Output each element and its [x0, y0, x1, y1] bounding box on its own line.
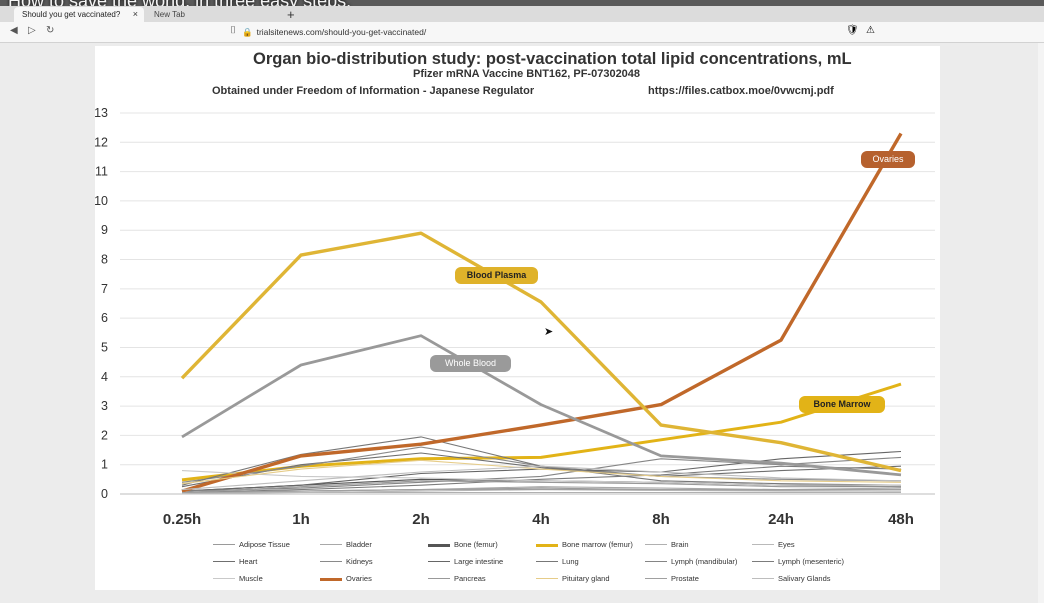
tab-new[interactable]: New Tab: [146, 7, 276, 22]
chart-subtitle: Pfizer mRNA Vaccine BNT162, PF-07302048: [413, 68, 641, 80]
y-tick-label: 8: [101, 253, 108, 267]
y-tick-label: 6: [101, 311, 108, 325]
reload-icon[interactable]: ↻: [46, 25, 55, 36]
series-line-heart: [181, 452, 902, 488]
legend-label: Salivary Glands: [778, 574, 831, 583]
series-line-whole-blood: [181, 334, 902, 477]
series-line-pituitary-gland: [181, 459, 902, 485]
legend-swatch: [752, 561, 774, 563]
callout-bone-marrow: Bone Marrow: [799, 396, 885, 413]
y-tick-label: 2: [101, 428, 108, 442]
legend-swatch: [645, 544, 667, 546]
forward-icon[interactable]: ▷: [28, 25, 36, 36]
tab-label: Should you get vaccinated?: [22, 10, 121, 19]
alert-extension-icon[interactable]: ⚠: [866, 25, 875, 36]
back-icon[interactable]: ◀: [10, 25, 18, 36]
series-line-salivary-glands: [181, 465, 902, 491]
x-tick-label: 8h: [652, 511, 670, 528]
address-bar[interactable]: 🔒 trialsitenews.com/should-you-get-vaccin…: [242, 25, 822, 39]
new-tab-button[interactable]: +: [287, 7, 295, 22]
callout-blood-plasma: Blood Plasma: [455, 267, 538, 284]
legend-label: Lymph (mesenteric): [778, 557, 844, 566]
legend-swatch: [320, 561, 342, 563]
legend-label: Kidneys: [346, 557, 373, 566]
legend-label: Brain: [671, 540, 689, 549]
y-tick-label: 3: [101, 399, 108, 413]
y-tick-label: 4: [101, 370, 108, 384]
legend-swatch: [536, 578, 558, 580]
legend-label: Heart: [239, 557, 258, 566]
legend-swatch: [428, 544, 450, 547]
legend-label: Muscle: [239, 574, 263, 583]
legend-swatch: [752, 544, 774, 546]
y-tick-label: 12: [94, 135, 108, 149]
series-line-blood-plasma: [180, 231, 902, 473]
x-tick-label: 2h: [412, 511, 430, 528]
x-tick-label: 24h: [768, 511, 794, 528]
legend-swatch: [320, 578, 342, 581]
legend-swatch: [752, 578, 774, 580]
legend-swatch: [645, 561, 667, 563]
y-tick-label: 10: [94, 194, 108, 208]
y-tick-label: 9: [101, 223, 108, 237]
callout-whole-blood: Whole Blood: [430, 355, 511, 372]
legend-label: Prostate: [671, 574, 699, 583]
legend-swatch: [428, 561, 450, 563]
lock-icon: 🔒: [242, 27, 253, 37]
tab-active[interactable]: Should you get vaccinated? ×: [14, 7, 144, 22]
tab-strip: Should you get vaccinated? × New Tab +: [0, 6, 1044, 22]
series-line-ovaries: [181, 132, 903, 493]
chart-title: Organ bio-distribution study: post-vacci…: [253, 50, 852, 68]
series-line-pancreas: [181, 480, 901, 494]
y-tick-label: 7: [101, 282, 108, 296]
legend-swatch: [536, 544, 558, 547]
y-tick-label: 13: [94, 106, 108, 120]
close-tab-icon[interactable]: ×: [132, 9, 138, 19]
legend-swatch: [213, 578, 235, 580]
callout-ovaries: Ovaries: [861, 151, 915, 168]
window-edge: [1038, 43, 1044, 603]
mouse-cursor-icon: ➤: [544, 326, 554, 338]
series-line-lymph-mesenteric: [181, 465, 902, 494]
legend-swatch: [428, 578, 450, 580]
y-tick-label: 11: [95, 165, 108, 179]
series-line-prostate: [181, 489, 901, 494]
legend-label: Lung: [562, 557, 579, 566]
y-tick-label: 0: [101, 487, 108, 501]
legend-swatch: [213, 561, 235, 563]
legend-label: Eyes: [778, 540, 795, 549]
legend-swatch: [645, 578, 667, 580]
x-tick-label: 0.25h: [163, 511, 201, 528]
legend-label: Bone marrow (femur): [562, 540, 633, 549]
series-line-muscle: [181, 470, 901, 486]
source-link: https://files.catbox.moe/0vwcmj.pdf: [648, 85, 834, 97]
y-tick-label: 5: [101, 340, 108, 354]
video-title: How to save the world, in three easy ste…: [8, 0, 351, 12]
legend-label: Large intestine: [454, 557, 504, 566]
y-tick-label: 1: [101, 458, 108, 472]
video-overlay-bar: [0, 0, 1044, 8]
x-tick-label: 48h: [888, 511, 914, 528]
legend-label: Ovaries: [346, 574, 372, 583]
shield-extension-icon[interactable]: 🛡: [846, 25, 859, 36]
x-tick-label: 1h: [292, 511, 310, 528]
legend-swatch: [536, 561, 558, 563]
legend-swatch: [320, 544, 342, 546]
legend-label: Lymph (mandibular): [671, 557, 738, 566]
browser-toolbar: ◀ ▷ ↻ ⌷ 🔒 trialsitenews.com/should-you-ge…: [0, 22, 1044, 43]
url-text: trialsitenews.com/should-you-get-vaccina…: [256, 27, 427, 37]
legend-label: Adipose Tissue: [239, 540, 290, 549]
foi-note: Obtained under Freedom of Information - …: [212, 85, 535, 97]
series-line-lymph-mandibular: [181, 456, 902, 492]
legend-label: Pancreas: [454, 574, 486, 583]
legend-swatch: [213, 544, 235, 546]
tab-label: New Tab: [154, 10, 185, 19]
legend-label: Pituitary gland: [562, 574, 610, 583]
legend-label: Bladder: [346, 540, 372, 549]
legend-label: Bone (femur): [454, 540, 498, 549]
bookmark-icon[interactable]: ⌷: [230, 25, 236, 36]
x-tick-label: 4h: [532, 511, 550, 528]
